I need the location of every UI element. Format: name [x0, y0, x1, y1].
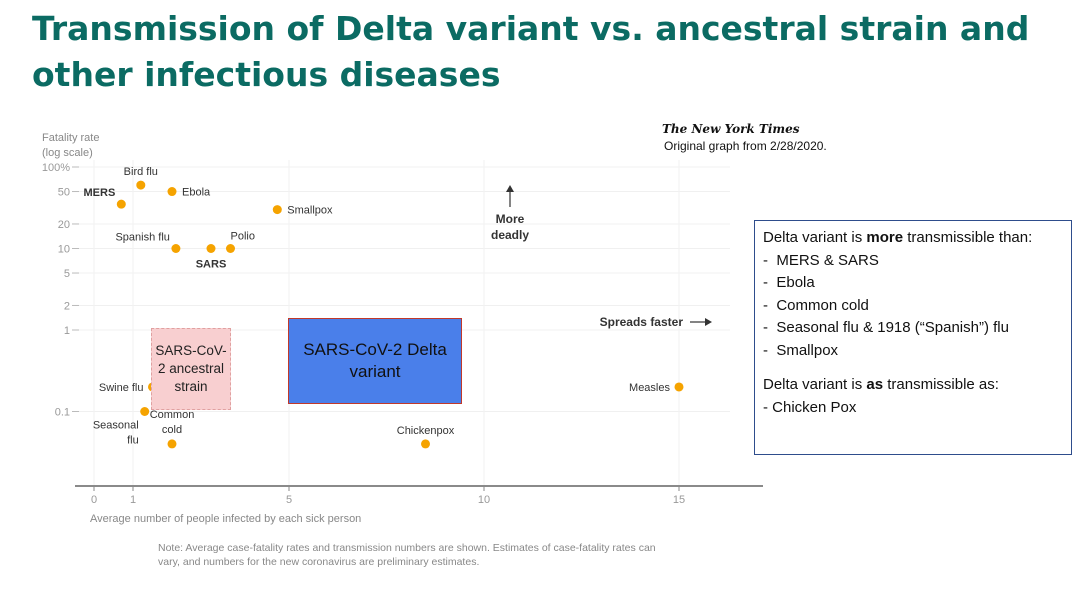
y-tick-label: 10	[58, 244, 70, 256]
y-tick-label: 1	[64, 325, 70, 337]
spreads-faster-arrowhead	[705, 318, 712, 326]
more-list-item: - MERS & SARS	[763, 251, 879, 269]
point-label: Bird flu	[124, 166, 158, 178]
point-label: Smallpox	[287, 205, 333, 217]
point-label: Ebola	[182, 187, 211, 199]
data-point	[136, 180, 146, 190]
point-label: Chickenpox	[397, 425, 455, 437]
data-point	[226, 244, 235, 253]
point-label: Common	[150, 409, 195, 421]
point-label: Measles	[629, 382, 670, 394]
transmissibility-callout: Delta variant is more transmissible than…	[754, 220, 1072, 455]
delta-variant-label: SARS-CoV-2 Delta variant	[303, 340, 447, 381]
data-point	[674, 382, 684, 392]
data-point	[206, 244, 216, 253]
slide-title: Transmission of Delta variant vs. ancest…	[32, 9, 1030, 94]
point-label: Seasonal	[93, 420, 139, 432]
y-tick-label: 2	[64, 300, 70, 312]
point-label: MERS	[84, 187, 116, 199]
x-axis-title: Average number of people infected by eac…	[90, 513, 361, 525]
more-intro: Delta variant is more transmissible than…	[763, 229, 1033, 246]
data-point	[272, 205, 282, 215]
data-point	[140, 407, 150, 416]
point-label: SARS	[196, 259, 227, 271]
point-label: cold	[162, 424, 182, 436]
as-list-item: - Chicken Pox	[763, 398, 857, 416]
more-deadly-label: More	[496, 212, 525, 226]
spreads-faster-label: Spreads faster	[600, 315, 684, 329]
as-intro: Delta variant is as transmissible as:	[763, 376, 999, 393]
more-list-item: - Seasonal flu & 1918 (“Spanish”) flu	[763, 319, 1009, 336]
point-label: Polio	[231, 231, 255, 243]
data-point	[421, 439, 430, 449]
x-tick-label: 0	[91, 494, 97, 506]
nyt-logo: The New York Times	[662, 122, 800, 136]
y-axis-title: Fatality rate	[42, 132, 99, 144]
point-label: flu	[127, 435, 139, 447]
more-deadly-arrowhead	[506, 185, 514, 192]
x-tick-label: 1	[130, 494, 136, 506]
more-list-item: - Smallpox	[763, 341, 839, 359]
x-tick-label: 15	[673, 494, 685, 506]
more-list-item: - Ebola	[763, 274, 815, 291]
data-point	[167, 439, 177, 449]
data-point	[167, 187, 177, 197]
ancestral-strain-label: SARS-CoV-2 ancestral strain	[155, 343, 227, 394]
y-tick-label: 0.1	[55, 407, 70, 419]
y-axis-title: (log scale)	[42, 147, 93, 159]
delta-variant-box: SARS-CoV-2 Delta variant	[288, 318, 462, 404]
ancestral-strain-box: SARS-CoV-2 ancestral strain	[151, 328, 231, 410]
more-deadly-label: deadly	[491, 228, 529, 242]
chart-footnote: Note: Average case-fatality rates and tr…	[158, 542, 656, 568]
point-label: Spanish flu	[115, 232, 169, 244]
x-tick-label: 5	[286, 494, 292, 506]
data-point	[171, 244, 181, 253]
more-list-item: - Common cold	[763, 296, 869, 314]
y-tick-label: 50	[58, 187, 70, 199]
source-note: Original graph from 2/28/2020.	[664, 139, 827, 153]
y-tick-label: 100%	[42, 162, 70, 174]
y-tick-label: 20	[58, 219, 70, 231]
y-tick-label: 5	[64, 268, 70, 280]
point-label: Swine flu	[99, 382, 144, 394]
x-tick-label: 10	[478, 494, 490, 506]
data-point	[116, 199, 126, 209]
